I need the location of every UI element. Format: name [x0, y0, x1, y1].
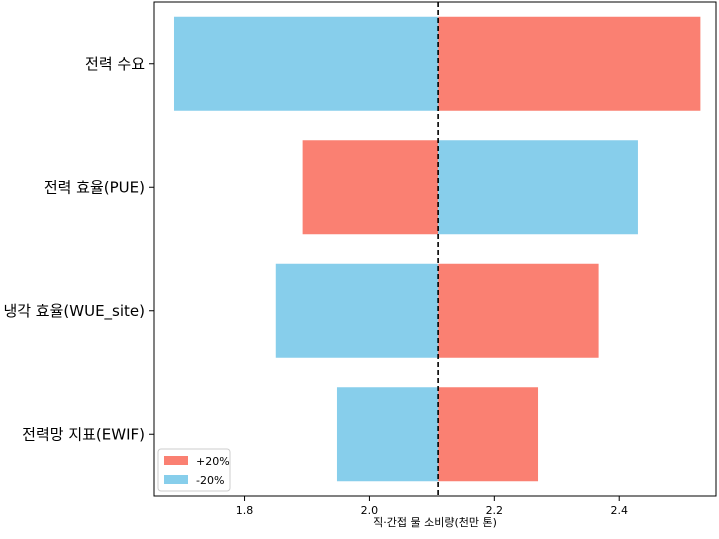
legend-swatch-minus20	[164, 475, 188, 484]
x-tick-label-3: 2.4	[610, 504, 628, 517]
bar-minus20-3	[336, 387, 439, 482]
x-tick-label-2: 2.2	[486, 504, 504, 517]
y-tick-label-3: 전력망 지표(EWIF)	[22, 425, 145, 443]
y-tick-label-0: 전력 수요	[85, 55, 145, 73]
bar-plus20-3	[438, 387, 539, 482]
plot-frame	[153, 1, 717, 497]
bar-plus20-1	[302, 140, 439, 235]
bar-plus20-2	[438, 263, 599, 358]
bar-minus20-2	[275, 263, 439, 358]
bar-plus20-0	[438, 16, 701, 111]
bar-minus20-1	[438, 140, 638, 235]
y-tick-label-2: 냉각 효율(WUE_site)	[3, 302, 145, 321]
x-axis: 1.8 2.0 2.2 2.4	[236, 496, 628, 517]
x-tick-label-0: 1.8	[236, 504, 254, 517]
legend-label-plus20: +20%	[196, 455, 230, 468]
y-tick-label-1: 전력 효율(PUE)	[44, 178, 145, 196]
x-tick-label-1: 2.0	[361, 504, 379, 517]
bars-layer	[173, 16, 701, 482]
legend: +20% -20%	[157, 448, 231, 492]
legend-label-minus20: -20%	[196, 474, 224, 487]
legend-swatch-plus20	[164, 456, 188, 465]
bar-minus20-0	[173, 16, 439, 111]
x-axis-label: 직·간접 물 소비량(천만 톤)	[373, 515, 497, 529]
